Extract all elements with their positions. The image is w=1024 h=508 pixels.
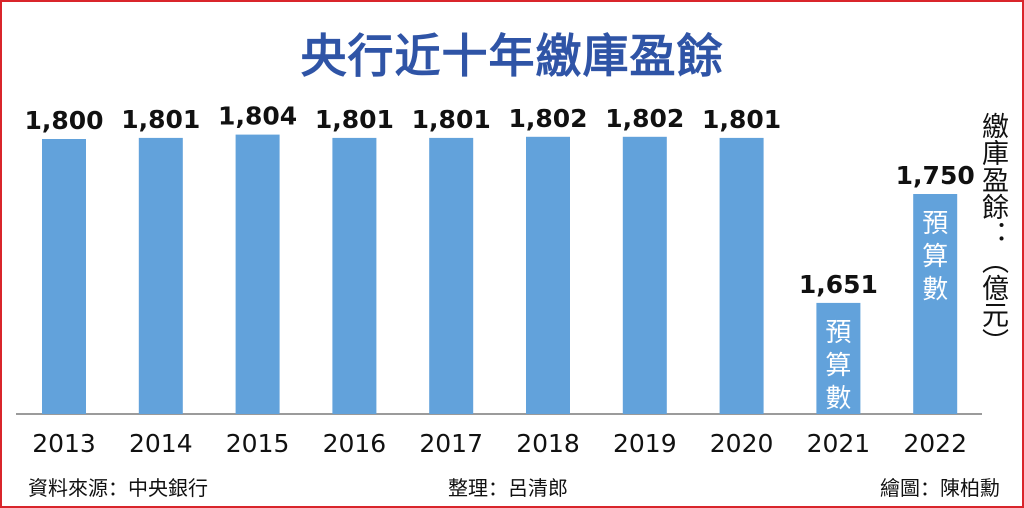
artist-note: 繪圖：陳柏勳 bbox=[880, 476, 1000, 500]
x-tick-label-2017: 2017 bbox=[419, 429, 483, 458]
bar-2017 bbox=[429, 137, 474, 414]
chart-title: 央行近十年繳庫盈餘 bbox=[300, 29, 724, 83]
value-label-2016: 1,801 bbox=[315, 105, 394, 134]
x-tick-label-2018: 2018 bbox=[516, 429, 580, 458]
x-tick-label-2019: 2019 bbox=[613, 429, 677, 458]
bar-2014 bbox=[138, 137, 183, 414]
x-tick-label-2014: 2014 bbox=[129, 429, 193, 458]
bar-2015 bbox=[235, 134, 280, 414]
x-tick-label-2022: 2022 bbox=[903, 429, 967, 458]
value-label-2019: 1,802 bbox=[605, 104, 684, 133]
value-label-2014: 1,801 bbox=[121, 105, 200, 134]
budget-annotation-2021: 預算數 bbox=[825, 318, 851, 414]
value-label-2022: 1,750 bbox=[896, 161, 975, 190]
value-label-2013: 1,800 bbox=[24, 106, 103, 135]
value-label-2015: 1,804 bbox=[218, 102, 297, 131]
budget-annotation-2022: 預算數 bbox=[922, 209, 948, 305]
value-label-2021: 1,651 bbox=[799, 270, 878, 299]
bar-2013 bbox=[42, 139, 86, 414]
x-tick-label-2021: 2021 bbox=[807, 429, 871, 458]
value-label-2018: 1,802 bbox=[508, 104, 587, 133]
value-label-2020: 1,801 bbox=[702, 105, 781, 134]
value-label-2017: 1,801 bbox=[412, 105, 491, 134]
bar-2019 bbox=[622, 136, 667, 415]
bar-2022 bbox=[913, 194, 958, 414]
unit-label: 繳庫盈餘：（億元） bbox=[977, 112, 1008, 355]
x-tick-label-2016: 2016 bbox=[323, 429, 387, 458]
bar-2020 bbox=[719, 137, 764, 414]
bar-2016 bbox=[332, 137, 377, 414]
x-tick-label-2015: 2015 bbox=[226, 429, 290, 458]
bar-2021 bbox=[816, 302, 861, 414]
editor-note: 整理：呂清郎 bbox=[448, 476, 568, 500]
bar-2018 bbox=[526, 136, 570, 415]
x-tick-label-2020: 2020 bbox=[710, 429, 774, 458]
source-note: 資料來源：中央銀行 bbox=[28, 476, 208, 500]
x-tick-label-2013: 2013 bbox=[32, 429, 96, 458]
